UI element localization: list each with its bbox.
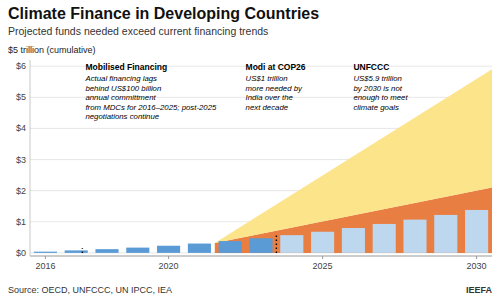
annotation-line: climate goals <box>353 103 399 112</box>
x-tick <box>45 256 46 259</box>
y-axis-label: $5 trillion (cumulative) <box>8 45 96 55</box>
credit: IEEFA <box>466 285 493 295</box>
bar <box>280 235 303 253</box>
x-tick <box>476 256 477 259</box>
annotation-text: US$5.9 trillionby 2030 is notenough to m… <box>353 74 408 112</box>
annotation-text: Actual financing lagsbehind US$100 billi… <box>84 74 217 121</box>
plot-area <box>34 69 492 253</box>
x-tick-label: 2025 <box>313 261 333 271</box>
y-tick-label: $2 <box>16 186 26 196</box>
source: Source: OECD, UNFCCC, UN IPCC, IEA <box>8 285 172 295</box>
annotation-line: more needed by <box>246 84 303 93</box>
annotation-title: Modi at COP26 <box>246 62 306 72</box>
bar <box>126 248 149 253</box>
y-tick-label: $5 <box>16 92 26 102</box>
y-tick-label: $0 <box>16 248 26 258</box>
y-tick-label: $4 <box>16 123 26 133</box>
y-tick-label: $6 <box>16 61 26 71</box>
subtitle: Projected funds needed exceed current fi… <box>8 25 268 37</box>
x-axis-line <box>30 256 492 257</box>
bar <box>434 215 457 253</box>
bar <box>373 224 396 253</box>
annotation-line: next decade <box>246 103 289 112</box>
y-tick-label: $1 <box>16 217 26 227</box>
bar <box>34 252 57 253</box>
bar <box>403 220 426 253</box>
annotation-line: US$1 trillion <box>246 74 288 83</box>
annotation-title: Mobilised Financing <box>85 62 167 72</box>
annotation-line: negotiations continue <box>85 112 159 121</box>
bar <box>95 249 118 253</box>
annotation-line: India over the <box>246 93 294 102</box>
chart: Climate Finance in Developing Countries P… <box>0 0 500 300</box>
y-tick-label: $3 <box>16 155 26 165</box>
annotation-line: annual committment <box>85 93 156 102</box>
y-axis-line <box>30 60 31 256</box>
bar <box>65 250 88 252</box>
bar <box>465 210 488 253</box>
bar <box>342 228 365 253</box>
x-tick <box>322 256 323 259</box>
bar <box>249 238 272 253</box>
annotation-line: US$5.9 trillion <box>353 74 402 83</box>
annotation-line: behind US$100 billion <box>85 84 161 93</box>
line <box>276 234 277 253</box>
line <box>82 248 83 253</box>
annotation-line: from MDCs for 2016–2025; post-2025 <box>85 103 217 112</box>
bar <box>219 241 242 253</box>
x-tick-label: 2016 <box>35 261 55 271</box>
bar <box>157 246 180 253</box>
annotation-line: Actual financing lags <box>84 74 157 83</box>
x-tick <box>168 256 169 259</box>
title: Climate Finance in Developing Countries <box>8 5 319 22</box>
x-tick-label: 2020 <box>159 261 179 271</box>
annotation-line: enough to meet <box>353 93 408 102</box>
grid <box>30 66 492 253</box>
annotation-title: UNFCCC <box>353 62 389 72</box>
x-tick-label: 2030 <box>467 261 487 271</box>
bar <box>311 232 334 253</box>
annotation-line: by 2030 is not <box>353 84 402 93</box>
bar <box>188 244 211 253</box>
annotation-text: US$1 trillionmore needed byIndia over th… <box>246 74 303 112</box>
